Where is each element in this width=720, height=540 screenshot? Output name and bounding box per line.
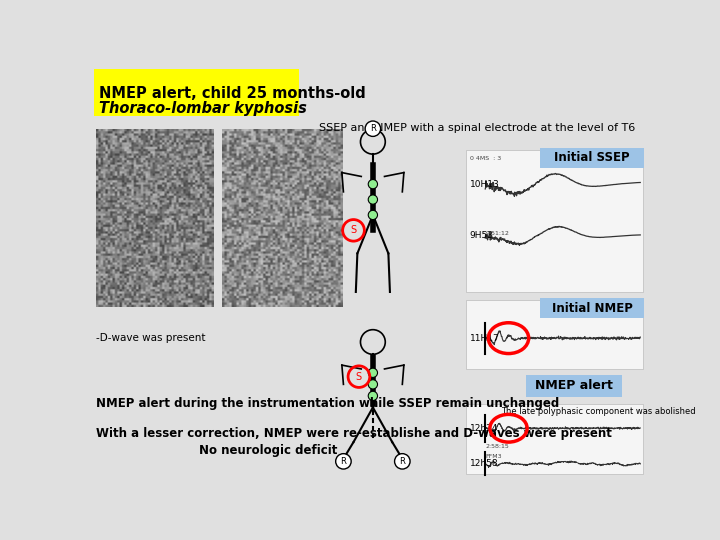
Text: -D-wave was present: -D-wave was present bbox=[96, 333, 206, 343]
Text: 11H17: 11H17 bbox=[469, 334, 500, 343]
Text: 9:51:12: 9:51:12 bbox=[485, 231, 509, 236]
FancyBboxPatch shape bbox=[540, 298, 644, 318]
Text: 12h24: 12h24 bbox=[469, 424, 498, 433]
Text: Thoraco-lombar kyphosis: Thoraco-lombar kyphosis bbox=[99, 101, 307, 116]
FancyBboxPatch shape bbox=[540, 148, 644, 168]
Circle shape bbox=[368, 392, 377, 401]
Circle shape bbox=[368, 195, 377, 204]
Text: 2:58:15: 2:58:15 bbox=[485, 444, 509, 449]
Text: SSEP and NMEP with a spinal electrode at the level of T6: SSEP and NMEP with a spinal electrode at… bbox=[319, 123, 635, 132]
Text: 9H53: 9H53 bbox=[469, 231, 494, 240]
Circle shape bbox=[336, 454, 351, 469]
Text: NMEP alert during the instrumentation while SSEP remain unchanged: NMEP alert during the instrumentation wh… bbox=[96, 397, 559, 410]
FancyBboxPatch shape bbox=[526, 375, 622, 397]
Circle shape bbox=[395, 454, 410, 469]
Circle shape bbox=[368, 380, 377, 389]
Circle shape bbox=[368, 368, 377, 377]
Text: S: S bbox=[356, 372, 362, 382]
Circle shape bbox=[368, 179, 377, 189]
Text: Initial NMEP: Initial NMEP bbox=[552, 302, 633, 315]
Text: No neurologic deficit: No neurologic deficit bbox=[199, 444, 338, 457]
Text: NMEP alert: NMEP alert bbox=[536, 380, 613, 393]
Text: 12h58: 12h58 bbox=[469, 459, 498, 468]
FancyBboxPatch shape bbox=[466, 403, 642, 475]
FancyBboxPatch shape bbox=[94, 69, 300, 117]
Text: 10H13: 10H13 bbox=[469, 180, 500, 188]
Text: R: R bbox=[370, 124, 376, 133]
Text: S: S bbox=[351, 225, 356, 235]
Text: Initial SSEP: Initial SSEP bbox=[554, 151, 630, 165]
Text: R: R bbox=[400, 457, 405, 466]
FancyBboxPatch shape bbox=[466, 300, 642, 369]
Text: The late polyphasic component was abolished: The late polyphasic component was abolis… bbox=[500, 408, 696, 416]
Circle shape bbox=[365, 121, 381, 137]
Text: FFM3: FFM3 bbox=[485, 455, 502, 460]
Text: With a lesser correction, NMEP were re-establishe and D-waves were present: With a lesser correction, NMEP were re-e… bbox=[96, 427, 612, 440]
Circle shape bbox=[368, 211, 377, 220]
Text: NMEP alert, child 25 months-old: NMEP alert, child 25 months-old bbox=[99, 86, 366, 102]
Text: 0 4MS  : 3: 0 4MS : 3 bbox=[469, 156, 501, 161]
FancyBboxPatch shape bbox=[466, 150, 642, 292]
Text: R: R bbox=[341, 457, 346, 466]
